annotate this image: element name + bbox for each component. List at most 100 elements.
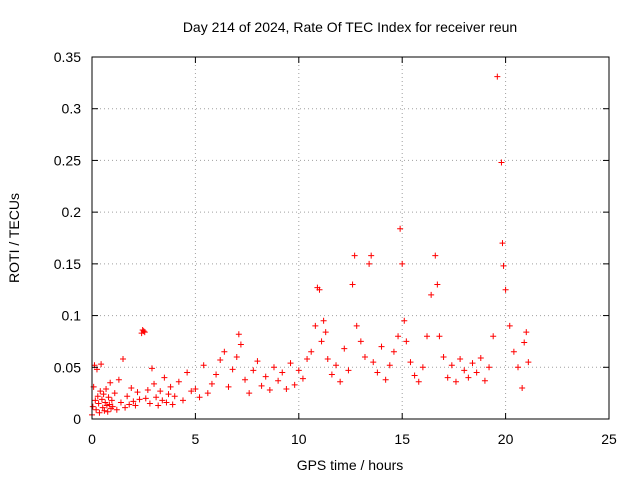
data-point xyxy=(146,400,153,407)
data-point xyxy=(283,386,290,393)
data-point xyxy=(397,225,404,232)
data-point xyxy=(169,401,176,408)
data-point xyxy=(299,375,306,382)
data-point xyxy=(279,369,286,376)
data-point xyxy=(113,406,120,413)
grid-lines xyxy=(92,57,609,419)
data-point xyxy=(117,399,124,406)
data-point xyxy=(225,383,232,390)
data-point xyxy=(184,369,191,376)
data-point xyxy=(341,345,348,352)
data-point xyxy=(320,317,327,324)
x-axis-label: GPS time / hours xyxy=(297,457,404,473)
data-point xyxy=(322,329,329,336)
data-point xyxy=(229,366,236,373)
data-point xyxy=(366,260,373,267)
data-point xyxy=(134,389,141,396)
data-point xyxy=(94,393,101,400)
data-point xyxy=(101,407,108,414)
data-point xyxy=(254,358,261,365)
data-point xyxy=(132,402,139,409)
data-point xyxy=(316,286,323,293)
data-point xyxy=(108,397,115,404)
y-axis-label: ROTI / TECUs xyxy=(6,193,22,283)
data-point xyxy=(89,403,96,410)
data-point xyxy=(432,252,439,259)
data-point xyxy=(111,390,118,397)
data-point xyxy=(196,394,203,401)
y-tick-label: 0.1 xyxy=(62,308,82,324)
data-point xyxy=(122,404,129,411)
data-point xyxy=(165,391,172,398)
data-point xyxy=(92,397,99,404)
data-point xyxy=(353,322,360,329)
data-point xyxy=(500,262,507,269)
data-point xyxy=(399,260,406,267)
data-point xyxy=(357,338,364,345)
data-point xyxy=(473,369,480,376)
data-point xyxy=(461,367,468,374)
data-point xyxy=(270,364,277,371)
data-point xyxy=(333,362,340,369)
data-point xyxy=(395,333,402,340)
data-point xyxy=(469,360,476,367)
data-point xyxy=(506,322,513,329)
data-point xyxy=(452,378,459,385)
data-point xyxy=(171,393,178,400)
data-point xyxy=(148,365,155,372)
data-point xyxy=(345,367,352,374)
data-point xyxy=(161,374,168,381)
data-point xyxy=(237,341,244,348)
data-point xyxy=(351,252,358,259)
data-point xyxy=(142,395,149,402)
data-point xyxy=(140,328,147,335)
data-point xyxy=(200,362,207,369)
data-point xyxy=(444,374,451,381)
data-point xyxy=(235,331,242,338)
data-point xyxy=(411,372,418,379)
data-point xyxy=(250,367,257,374)
data-point xyxy=(167,383,174,390)
data-point xyxy=(188,388,195,395)
data-point xyxy=(312,322,319,329)
data-point xyxy=(436,333,443,340)
data-point xyxy=(213,371,220,378)
data-point xyxy=(104,408,111,415)
data-point xyxy=(477,354,484,361)
x-tick-label: 20 xyxy=(498,431,514,447)
data-point xyxy=(262,373,269,380)
data-point xyxy=(295,367,302,374)
data-point xyxy=(179,397,186,404)
x-tick-label: 25 xyxy=(601,431,617,447)
data-point xyxy=(515,364,522,371)
data-point xyxy=(481,377,488,384)
data-point xyxy=(415,378,422,385)
x-tick-label: 10 xyxy=(291,431,307,447)
data-point xyxy=(419,364,426,371)
y-tick-label: 0.15 xyxy=(54,256,81,272)
data-point xyxy=(159,397,166,404)
data-point xyxy=(95,400,102,407)
data-point xyxy=(99,404,106,411)
x-tick-label: 0 xyxy=(88,431,96,447)
data-point xyxy=(304,356,311,363)
data-point xyxy=(103,386,110,393)
data-point xyxy=(204,390,211,397)
axis-ticks: 0 5 10 15 20 25 0 0.05 0.1 0.15 0.2 0.25 0.3 0.35 xyxy=(54,49,617,447)
data-point xyxy=(157,388,164,395)
x-tick-label: 5 xyxy=(192,431,200,447)
data-point xyxy=(105,394,112,401)
data-point xyxy=(525,359,532,366)
data-point xyxy=(361,353,368,360)
data-point xyxy=(109,403,116,410)
data-point xyxy=(246,390,253,397)
data-point xyxy=(192,386,199,393)
data-point xyxy=(124,393,131,400)
data-point xyxy=(258,382,265,389)
data-point xyxy=(266,387,273,394)
plot-frame xyxy=(91,56,610,420)
y-tick-label: 0.3 xyxy=(62,101,82,117)
data-point xyxy=(153,394,160,401)
data-point xyxy=(494,73,501,80)
